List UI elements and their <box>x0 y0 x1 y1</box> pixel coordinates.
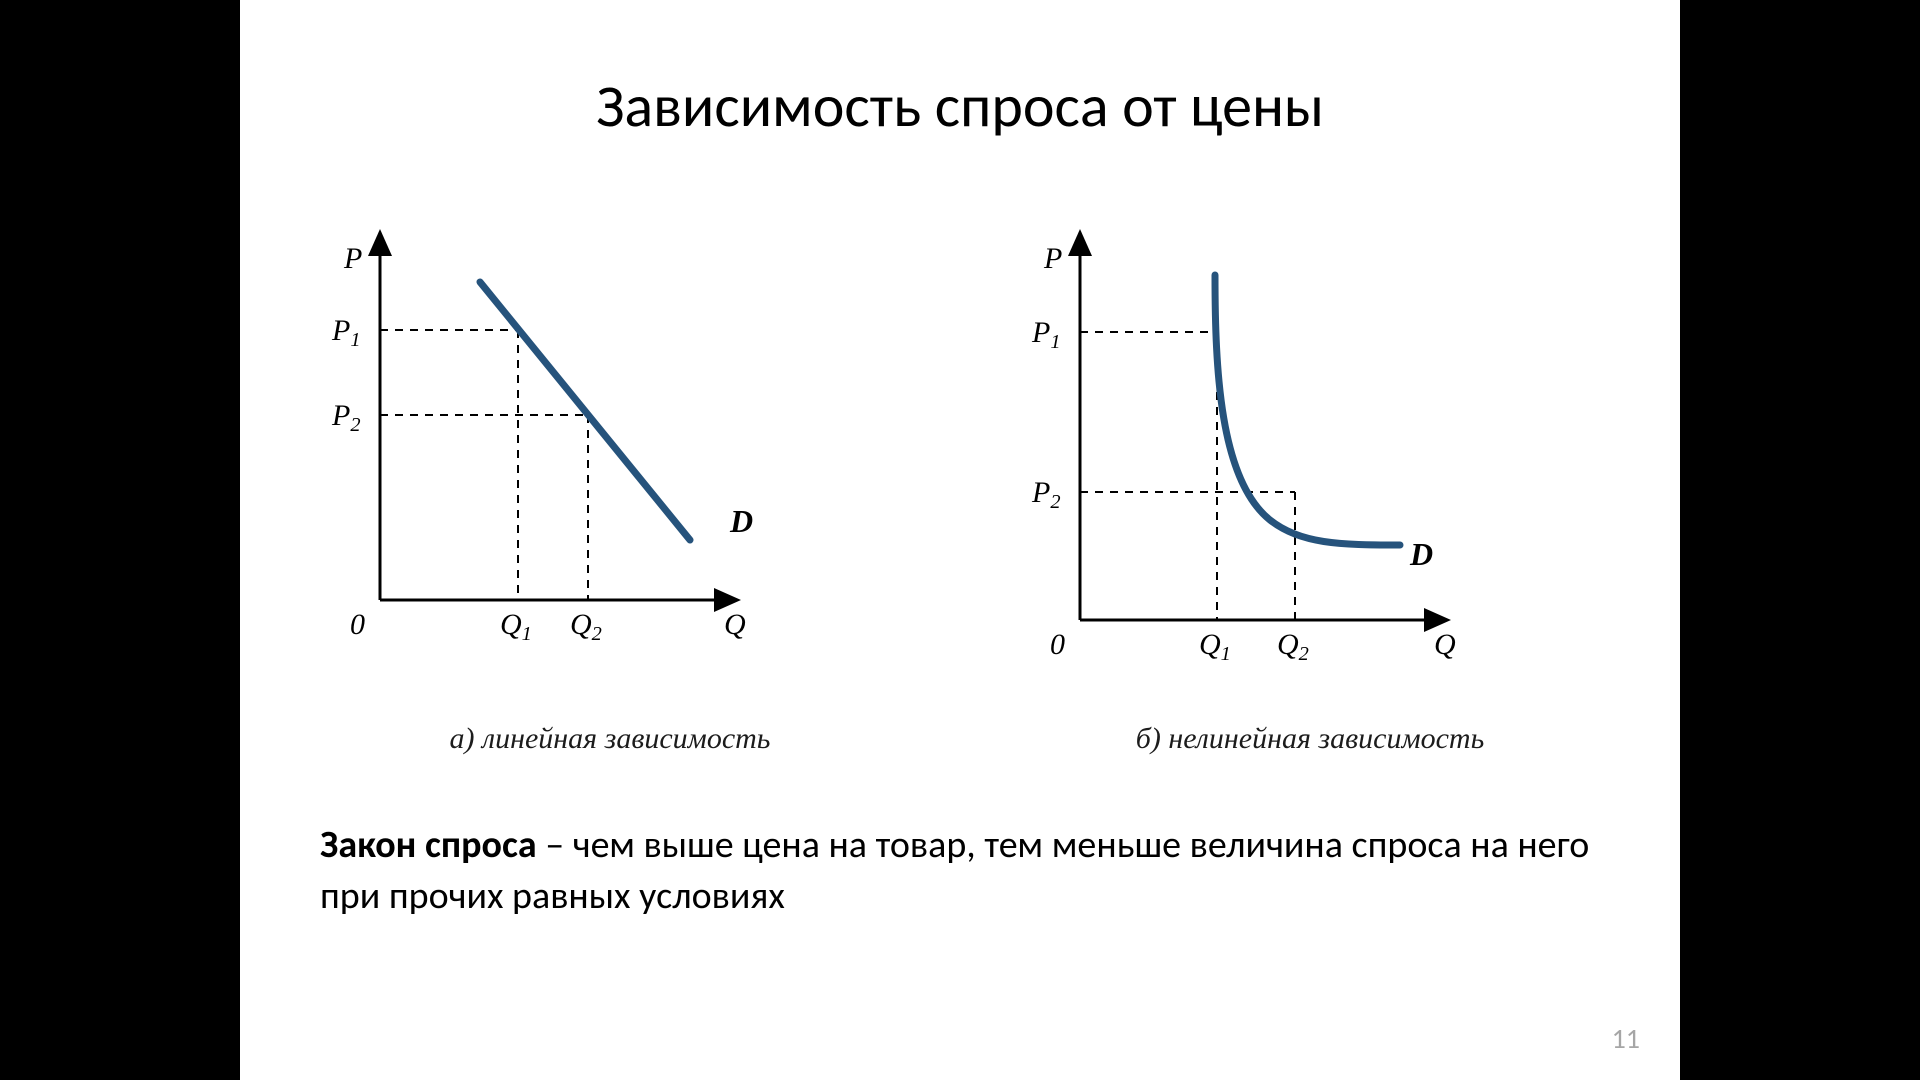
svg-text:Q2: Q2 <box>1277 628 1309 665</box>
svg-text:Q: Q <box>1434 628 1456 661</box>
svg-text:D: D <box>1409 536 1433 572</box>
chart-a-caption: а) линейная зависимость <box>260 722 960 756</box>
svg-text:P: P <box>1043 242 1062 275</box>
page-number: 11 <box>1612 1021 1640 1056</box>
chart-a-svg: P Q 0 P1 P2 Q1 Q2 D <box>260 220 820 680</box>
chart-b-svg: P Q 0 P1 P2 Q1 Q2 D <box>960 220 1520 680</box>
slide-title: Зависимость спроса от цены <box>240 70 1680 143</box>
charts-row: P Q 0 P1 P2 Q1 Q2 D а) линейная зависимость P Q 0… <box>240 220 1680 780</box>
body-lead: Закон спроса <box>320 822 537 868</box>
svg-text:Q1: Q1 <box>1199 628 1231 665</box>
svg-text:P2: P2 <box>331 399 361 436</box>
chart-b-caption: б) нелинейная зависимость <box>960 722 1660 756</box>
svg-text:P1: P1 <box>1031 316 1061 353</box>
svg-text:Q2: Q2 <box>570 608 602 645</box>
svg-text:0: 0 <box>350 608 365 641</box>
body-text: Закон спроса – чем выше цена на товар, т… <box>320 820 1620 923</box>
slide: Зависимость спроса от цены P Q 0 P1 P2 Q1 Q2 D … <box>240 0 1680 1080</box>
svg-text:0: 0 <box>1050 628 1065 661</box>
svg-text:Q1: Q1 <box>500 608 532 645</box>
svg-text:D: D <box>729 503 753 539</box>
svg-text:P: P <box>343 242 362 275</box>
svg-text:Q: Q <box>724 608 746 641</box>
chart-a: P Q 0 P1 P2 Q1 Q2 D а) линейная зависимость <box>260 220 960 780</box>
svg-text:P1: P1 <box>331 314 361 351</box>
svg-text:P2: P2 <box>1031 476 1061 513</box>
chart-b: P Q 0 P1 P2 Q1 Q2 D б) нелинейная зависимость <box>960 220 1660 780</box>
